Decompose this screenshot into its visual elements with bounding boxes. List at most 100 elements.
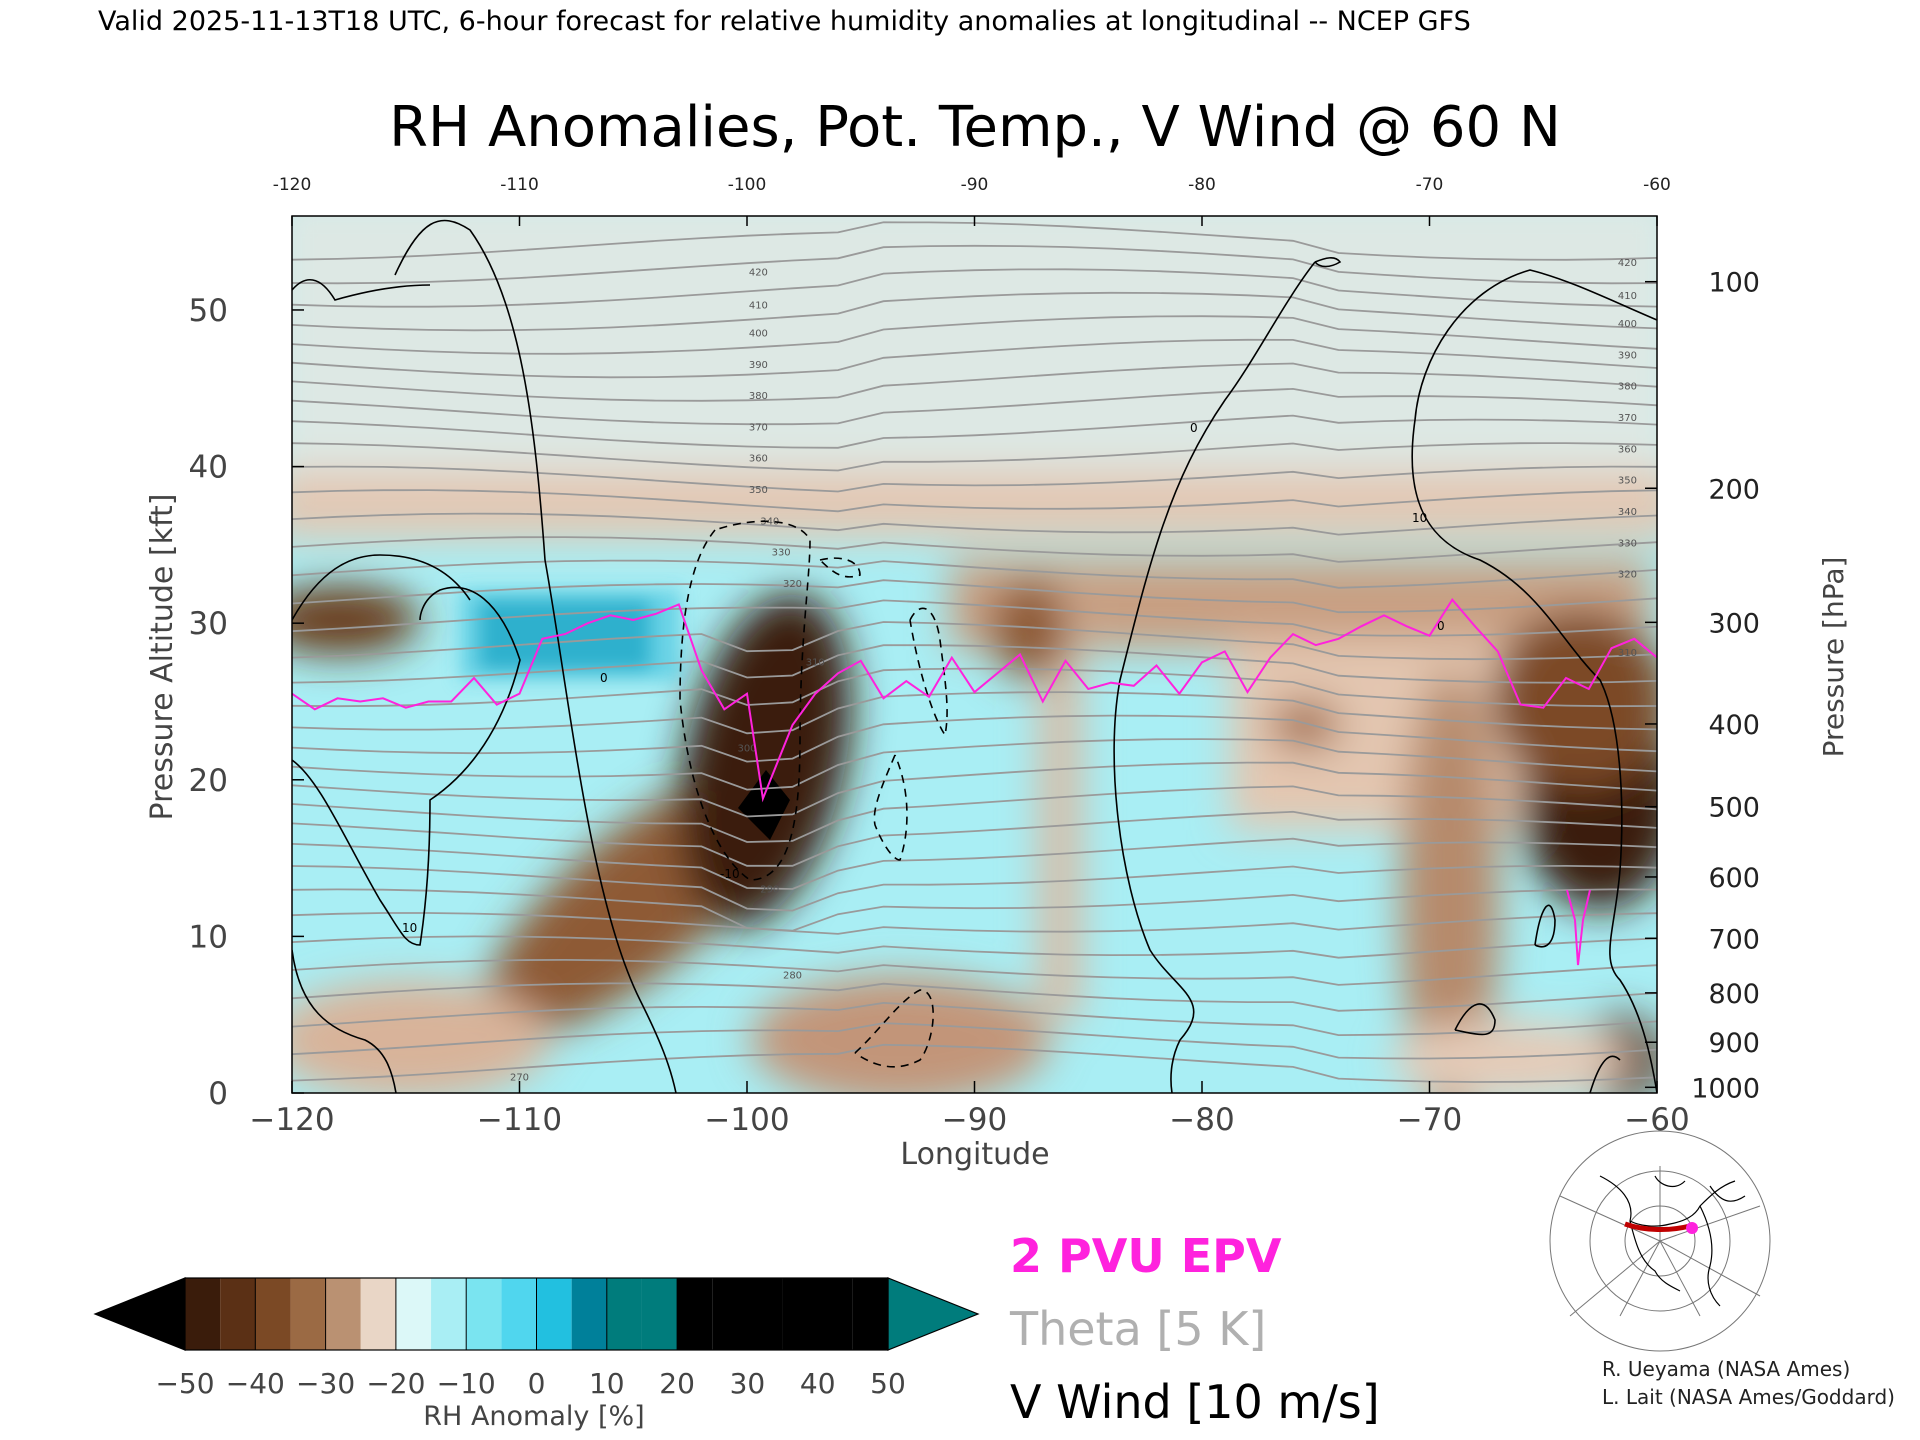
v-wind-contours — [292, 219, 1657, 1093]
theta-label: 370 — [749, 422, 768, 433]
rh-east-surface-light — [1390, 1020, 1630, 1093]
colorbar-bin — [431, 1278, 467, 1350]
rh-sharp-features — [460, 590, 680, 680]
plot-area: 270 280 290 300 310 310 320 320 330 330 340 340 350 3… — [292, 216, 1657, 1093]
theta-isentrope — [292, 714, 1657, 763]
theta-label: 320 — [783, 579, 802, 590]
y-axis-right-label: Pressure [hPa] — [1817, 557, 1850, 758]
colorbar-bin — [466, 1278, 502, 1350]
y-tick-label-left: 50 — [189, 293, 228, 329]
v-wind-contour-east-loop — [1454, 1003, 1496, 1036]
theta-isentrope — [292, 362, 1657, 402]
locator-map-cross-section-line — [1624, 1221, 1691, 1233]
theta-isentrope — [292, 268, 1657, 308]
colorbar-bin — [747, 1278, 783, 1350]
colorbar-bin — [852, 1278, 888, 1350]
y-tick-label-left: 30 — [189, 606, 228, 642]
credit-line-1: R. Ueyama (NASA Ames) — [1602, 1357, 1850, 1381]
x-axis-bottom: −120 −110 −100 −90 −80 −70 −60 — [249, 1081, 1690, 1138]
colorbar-bin — [360, 1278, 396, 1350]
theta-isentrope — [292, 536, 1657, 563]
y-tick-label-right: 100 — [1708, 268, 1760, 299]
colorbar-bin — [536, 1278, 572, 1350]
v-wind-contour-small-upper — [1314, 257, 1342, 268]
colorbar-bin — [606, 1278, 642, 1350]
x-tick-label-top: -70 — [1416, 175, 1444, 195]
rh-low-dry-central — [750, 975, 1050, 1093]
theta-label: 310 — [806, 657, 825, 668]
colorbar-bin — [571, 1278, 607, 1350]
x-tick-label-bottom: −90 — [942, 1102, 1007, 1138]
colorbar-bin — [325, 1278, 361, 1350]
valid-time-header: Valid 2025-11-13T18 UTC, 6-hour forecast… — [98, 6, 1471, 37]
theta-label: 280 — [783, 971, 802, 982]
theta-isentrope — [292, 935, 1657, 959]
y-tick-label-right: 500 — [1708, 793, 1760, 824]
legend-pv-entry: 2 PVU EPV — [1010, 1229, 1282, 1283]
rh-west-dry-patch — [292, 585, 420, 655]
v-wind-contour-east-low — [1589, 1055, 1621, 1093]
v-wind-label-zero-east: 0 — [1437, 619, 1445, 633]
colorbar-tick-label: 50 — [870, 1367, 906, 1400]
rh-moist-band-edge — [460, 590, 680, 680]
colorbar-tick-label: −30 — [296, 1367, 355, 1400]
y-axis-left: 0 10 20 30 40 50 — [189, 293, 304, 1112]
colorbar-low-arrow — [93, 1277, 186, 1351]
legend: 2 PVU EPV Theta [5 K] V Wind [10 m/s] — [1009, 1229, 1380, 1429]
theta-label: 270 — [510, 1072, 529, 1083]
theta-label-east: 420 — [1618, 258, 1637, 269]
x-tick-label-top: -60 — [1643, 175, 1671, 195]
theta-isentrope — [292, 982, 1657, 1012]
theta-isentrope — [292, 442, 1657, 472]
y-tick-label-right: 600 — [1708, 863, 1760, 894]
rh-low-dry-west — [292, 980, 550, 1093]
colorbar-bin — [782, 1278, 818, 1350]
x-tick-label-bottom: −110 — [477, 1102, 562, 1138]
colorbar: −50 −40 −30 −20 −10 0 10 20 30 40 50 — [93, 1277, 980, 1400]
theta-isentrope — [292, 512, 1657, 536]
colorbar-tick-label: 20 — [659, 1367, 695, 1400]
colorbar-tick-label: −40 — [226, 1367, 285, 1400]
pv-2pvu-east-spike — [1566, 889, 1591, 966]
x-tick-label-top: -90 — [961, 175, 989, 195]
y-tick-label-left: 20 — [189, 763, 228, 799]
locator-map-marker — [1686, 1222, 1698, 1234]
y-tick-label-right: 1000 — [1691, 1073, 1760, 1104]
theta-label: 400 — [749, 328, 768, 339]
theta-label-east: 310 — [1618, 648, 1637, 659]
colorbar-high-arrow — [887, 1277, 980, 1351]
locator-map — [1549, 1130, 1771, 1352]
x-tick-label-top: -120 — [273, 175, 312, 195]
y-tick-label-right: 400 — [1708, 710, 1760, 741]
theta-isentrope — [292, 785, 1657, 843]
theta-isentrope — [292, 644, 1657, 684]
y-tick-label-left: 10 — [189, 919, 228, 955]
theta-isentrope — [292, 559, 1657, 589]
theta-label-east: 390 — [1618, 350, 1637, 361]
v-wind-contour-upper-west — [292, 278, 431, 301]
theta-label-east: 360 — [1618, 444, 1637, 455]
colorbar-tick-label: −50 — [155, 1367, 214, 1400]
colorbar-bin — [712, 1278, 748, 1350]
theta-label-east: 330 — [1618, 538, 1637, 549]
colorbar-bin — [817, 1278, 853, 1350]
theta-isentrope — [292, 912, 1657, 935]
rh-column-88-dry — [990, 580, 1070, 680]
x-tick-label-bottom: −120 — [249, 1102, 334, 1138]
colorbar-tick-label: −20 — [366, 1367, 425, 1400]
v-wind-contour-10-west — [292, 586, 521, 946]
theta-isentrope — [292, 291, 1657, 332]
v-wind-labels: 0 0 0 10 10 -10 — [402, 421, 1445, 935]
theta-label: 420 — [749, 267, 768, 278]
colorbar-tick-label: 30 — [730, 1367, 766, 1400]
v-wind-contour-east-sliver — [1534, 904, 1556, 948]
legend-v-wind-entry: V Wind [10 m/s] — [1010, 1375, 1380, 1429]
colorbar-tick-label: −10 — [437, 1367, 496, 1400]
locator-map-coastlines — [1599, 1175, 1746, 1307]
v-wind-negative-contour-low — [854, 989, 934, 1068]
theta-label: 390 — [749, 360, 768, 371]
legend-theta-entry: Theta [5 K] — [1009, 1302, 1266, 1356]
theta-label: 410 — [749, 300, 768, 311]
v-wind-label-negative-ten: -10 — [720, 867, 740, 881]
